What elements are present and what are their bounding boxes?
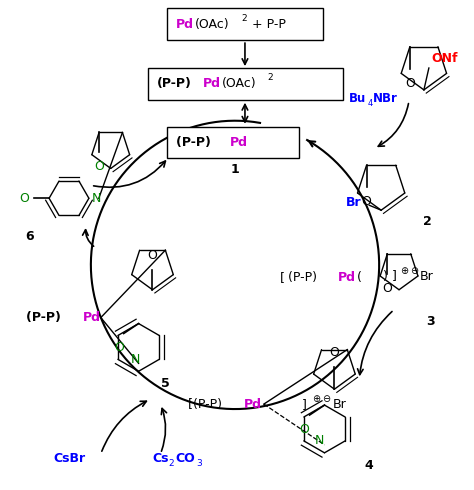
Text: + P-P: + P-P	[248, 18, 286, 31]
Text: Pd: Pd	[83, 311, 101, 324]
Text: O: O	[362, 195, 372, 208]
Text: [: [	[280, 271, 285, 284]
Text: (OAc): (OAc)	[195, 18, 230, 31]
Text: ONf: ONf	[432, 52, 458, 65]
Text: Cs: Cs	[153, 452, 169, 466]
Text: O: O	[329, 346, 339, 359]
Text: 2: 2	[422, 215, 431, 228]
Text: (OAc): (OAc)	[222, 77, 257, 91]
Text: ⊖: ⊖	[322, 394, 331, 404]
Text: CO: CO	[175, 452, 195, 466]
Text: 5: 5	[161, 377, 170, 390]
Text: ⊕: ⊕	[400, 266, 408, 276]
Text: 4: 4	[367, 99, 373, 108]
Text: ⊖: ⊖	[410, 266, 418, 276]
Text: 1: 1	[231, 164, 239, 176]
Text: ⊕: ⊕	[312, 394, 321, 404]
Text: Br: Br	[332, 397, 346, 411]
Text: 3: 3	[196, 459, 202, 468]
Text: O: O	[19, 192, 29, 205]
Text: 6: 6	[25, 230, 34, 243]
Text: Br: Br	[420, 270, 434, 283]
Text: 2: 2	[268, 74, 273, 82]
Text: 2: 2	[241, 14, 246, 23]
Text: ]: ]	[301, 397, 307, 411]
Text: (P-P): (P-P)	[156, 77, 191, 91]
Text: ): )	[383, 270, 388, 283]
Text: O: O	[114, 342, 124, 354]
Text: O: O	[147, 249, 157, 262]
Text: 4: 4	[365, 459, 374, 472]
Text: N: N	[131, 353, 140, 366]
Text: [(P-P): [(P-P)	[188, 397, 226, 411]
FancyBboxPatch shape	[167, 127, 299, 158]
Text: NBr: NBr	[373, 92, 398, 105]
Text: (: (	[357, 271, 362, 284]
Text: O: O	[300, 423, 310, 436]
Text: Pd: Pd	[203, 77, 221, 91]
Text: (P-P): (P-P)	[176, 136, 216, 149]
Text: Pd: Pd	[244, 397, 262, 411]
Text: Br: Br	[346, 196, 362, 209]
Text: Pd: Pd	[337, 271, 356, 284]
Text: ]: ]	[392, 270, 397, 283]
Text: CsBr: CsBr	[53, 452, 85, 466]
Text: 2: 2	[168, 459, 174, 468]
Text: N: N	[315, 434, 324, 447]
Text: Bu: Bu	[349, 92, 366, 105]
FancyBboxPatch shape	[147, 68, 343, 100]
Text: O: O	[405, 76, 415, 90]
Text: Pd: Pd	[230, 136, 248, 149]
Text: (P-P): (P-P)	[288, 271, 321, 284]
Text: O: O	[94, 160, 104, 173]
Text: N: N	[92, 192, 101, 205]
Text: Pd: Pd	[176, 18, 194, 31]
FancyBboxPatch shape	[167, 8, 323, 40]
Text: O: O	[383, 282, 392, 294]
Text: 3: 3	[427, 315, 435, 328]
Text: (P-P): (P-P)	[26, 311, 65, 324]
